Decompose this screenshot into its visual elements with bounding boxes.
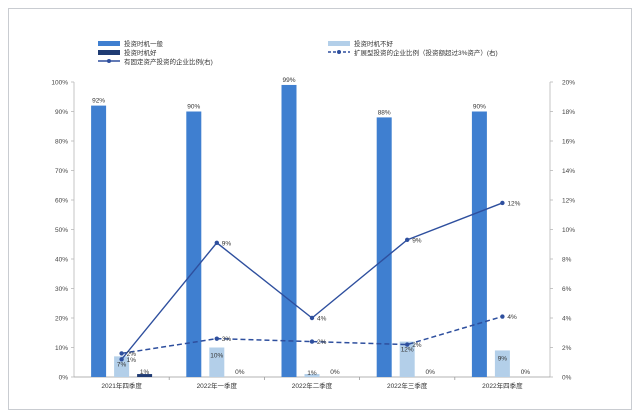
bar	[494, 350, 510, 377]
x-tick-label: 2022年四季度	[482, 381, 523, 390]
line-data-label: 4%	[507, 314, 517, 321]
right-tick-label: 6%	[562, 286, 572, 293]
legend-label-fixed-asset: 有固定资产投资的企业比例(右)	[124, 59, 213, 66]
legend-item-line-expansion: 扩展型投资的企业比例（投资额超过3%资产）(右)	[328, 47, 498, 57]
legend-item-bar-general: 投资时机一般	[98, 38, 163, 48]
right-tick-label: 14%	[562, 168, 575, 175]
bar-data-label: 10%	[210, 353, 223, 360]
bar-data-label: 0%	[235, 369, 245, 376]
bar-data-label: 90%	[187, 104, 200, 111]
bar	[209, 347, 225, 377]
legend-label-general: 投资时机一般	[124, 41, 163, 48]
left-tick-label: 10%	[55, 345, 68, 352]
line-data-label: 12%	[507, 200, 520, 207]
line-data-label: 2%	[127, 351, 137, 358]
legend-swatch-bad	[328, 40, 350, 46]
line-point	[119, 357, 124, 362]
line-point	[309, 339, 315, 344]
legend-swatch-good	[98, 49, 120, 55]
right-tick-label: 2%	[562, 345, 572, 352]
bar-data-label: 0%	[425, 369, 435, 376]
bar-data-label: 0%	[521, 369, 531, 376]
left-tick-label: 20%	[55, 315, 68, 322]
line-data-label: 3%	[222, 336, 232, 343]
bar	[399, 341, 415, 377]
line-data-label: 9%	[222, 240, 232, 247]
line-point	[214, 240, 219, 245]
left-tick-label: 50%	[55, 227, 68, 234]
bar-data-label: 92%	[92, 98, 105, 105]
left-tick-label: 30%	[55, 286, 68, 293]
legend-item-bar-bad: 投资时机不好	[328, 38, 393, 48]
line-data-label: 9%	[412, 237, 422, 244]
bar	[186, 111, 202, 377]
right-tick-label: 8%	[562, 256, 572, 263]
legend-label-expansion: 扩展型投资的企业比例（投资额超过3%资产）(右)	[354, 50, 498, 57]
x-tick-label: 2021年四季度	[101, 381, 142, 390]
legend-item-line-fixed-asset: 有固定资产投资的企业比例(右)	[98, 56, 213, 66]
right-tick-label: 0%	[562, 374, 572, 381]
bar-data-label: 1%	[307, 370, 317, 377]
right-tick-label: 16%	[562, 138, 575, 145]
bar-data-label: 99%	[282, 77, 295, 84]
bar	[304, 374, 320, 377]
line-point	[500, 200, 505, 206]
legend-item-bar-good: 投资时机好	[98, 47, 157, 57]
right-tick-label: 20%	[562, 79, 575, 86]
legend-swatch-expansion	[328, 50, 350, 54]
bar	[114, 356, 130, 377]
bar-data-label: 90%	[473, 104, 486, 111]
line-point	[214, 336, 219, 341]
bar	[91, 105, 107, 377]
x-tick-label: 2022年一季度	[197, 381, 238, 390]
bar	[471, 111, 487, 377]
line-point	[405, 342, 410, 347]
line-point	[500, 314, 505, 319]
right-tick-label: 4%	[562, 315, 572, 322]
line-data-label: 4%	[317, 316, 327, 323]
bar	[281, 84, 297, 377]
x-tick-label: 2022年三季度	[387, 381, 428, 390]
bar-data-label: 12%	[401, 347, 414, 354]
bar	[137, 374, 153, 377]
left-tick-label: 0%	[59, 374, 69, 381]
right-tick-label: 10%	[562, 227, 575, 234]
left-tick-label: 100%	[51, 79, 68, 86]
bar-data-label: 0%	[330, 369, 340, 376]
line-data-label: 1%	[127, 357, 137, 364]
chart-frame	[8, 8, 632, 410]
fixed-asset-line	[121, 202, 503, 360]
right-tick-label: 18%	[562, 109, 575, 116]
right-tick-label: 12%	[562, 197, 575, 204]
bar-data-label: 7%	[117, 361, 127, 368]
line-point	[309, 315, 315, 321]
x-tick-label: 2022年二季度	[292, 381, 333, 390]
expansion-line	[121, 315, 503, 355]
bar-data-label: 1%	[140, 369, 150, 376]
line-point	[405, 237, 410, 243]
line-data-label: 2%	[317, 339, 327, 346]
left-tick-label: 40%	[55, 256, 68, 263]
left-tick-label: 60%	[55, 197, 68, 204]
legend-swatch-general	[98, 40, 120, 46]
left-tick-label: 80%	[55, 138, 68, 145]
bar	[376, 117, 392, 378]
left-tick-label: 90%	[55, 109, 68, 116]
legend-swatch-fixed-asset	[98, 59, 120, 63]
legend-label-good: 投资时机好	[124, 50, 157, 57]
legend-label-bad: 投资时机不好	[354, 41, 393, 48]
bar-data-label: 9%	[498, 355, 508, 362]
left-tick-label: 70%	[55, 168, 68, 175]
line-data-label: 2%	[412, 342, 422, 349]
bar-data-label: 88%	[378, 109, 391, 116]
line-point	[119, 351, 124, 356]
